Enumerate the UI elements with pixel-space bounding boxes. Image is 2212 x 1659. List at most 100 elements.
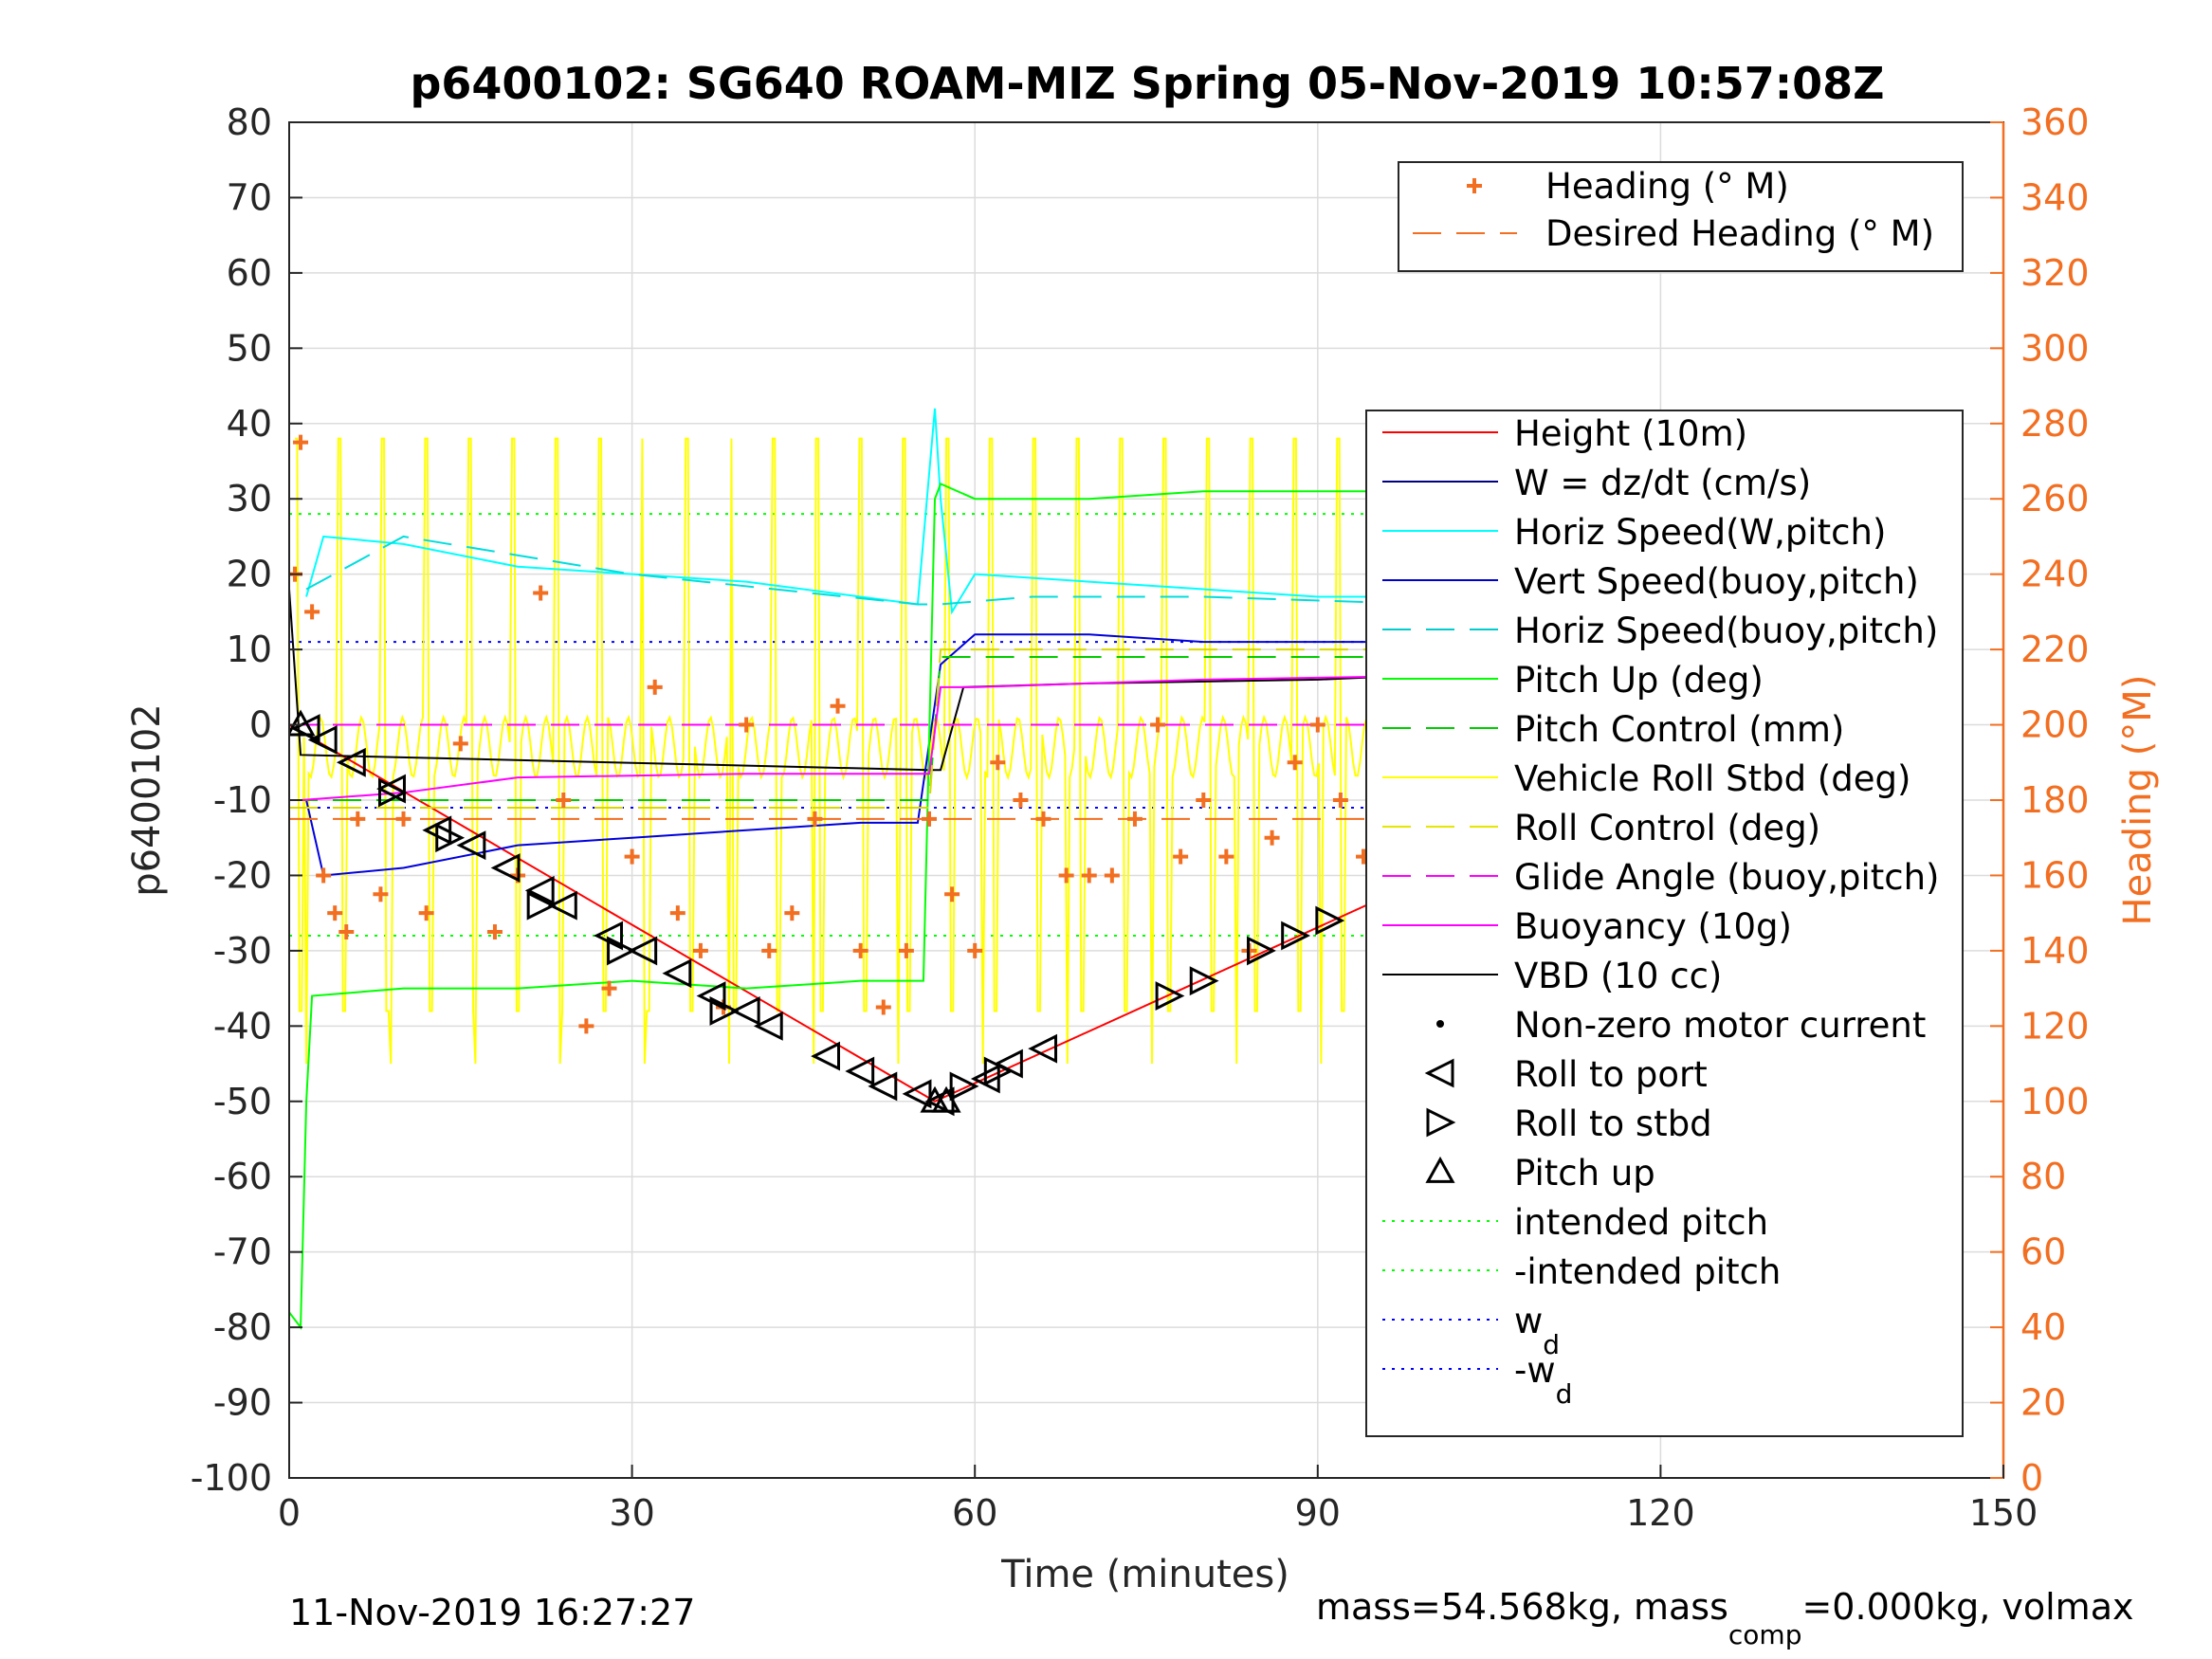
marker-roll-to-stbd [435, 823, 466, 853]
legend-entry-label: Pitch Up (deg) [1514, 660, 1764, 701]
left-y-tick-label: -40 [213, 1005, 272, 1047]
right-y-tick-label: 340 [2020, 176, 2090, 218]
right-y-axis-label: Heading (°M) [2116, 675, 2160, 926]
left-y-tick-label: 30 [227, 478, 272, 520]
legend-entry-label: Horiz Speed(W,pitch) [1514, 512, 1886, 553]
heading-point [578, 1018, 594, 1034]
legend-heading-label: Desired Heading (° M) [1545, 213, 1934, 254]
legend-entry-label: Pitch up [1514, 1153, 1655, 1194]
heading-point [1332, 793, 1348, 808]
marker-roll-to-port [845, 1056, 875, 1086]
heading-point [624, 848, 640, 865]
marker-roll-to-port [524, 875, 555, 905]
heading-point [1126, 811, 1143, 827]
heading-point [784, 905, 800, 921]
right-y-tick-label: 240 [2020, 554, 2090, 595]
marker-roll-to-stbd [983, 1056, 1014, 1086]
left-y-tick-label: -50 [213, 1081, 272, 1122]
left-y-tick-label: -80 [213, 1306, 272, 1348]
left-y-tick-label: 50 [227, 327, 272, 369]
legend-entry-label: Roll Control (deg) [1514, 808, 1820, 848]
marker-roll-to-port [811, 1041, 841, 1071]
heading-point [452, 736, 468, 752]
marker-roll-to-port [628, 936, 658, 966]
series-horiz-speed-buoy-pitch [305, 535, 1741, 606]
heading-point [1309, 717, 1325, 733]
heading-point [990, 755, 1006, 771]
marker-pitch-up [931, 1085, 961, 1113]
heading-point [1013, 793, 1029, 808]
heading-point [327, 905, 343, 921]
heading-point [875, 999, 891, 1015]
right-y-tick-label: 40 [2020, 1306, 2066, 1348]
heading-point [647, 679, 663, 695]
footer-timestamp: 11-Nov-2019 16:27:27 [289, 1592, 695, 1633]
heading-point [316, 867, 332, 884]
legend-entry-label: Roll to port [1514, 1054, 1708, 1095]
marker-roll-to-port [376, 774, 406, 804]
right-y-tick-label: 0 [2020, 1457, 2043, 1499]
left-y-tick-label: 80 [227, 101, 272, 143]
left-y-axis-label: p6400102 [125, 703, 169, 897]
legend-entry-label: Height (10m) [1514, 413, 1747, 454]
heading-point [1150, 717, 1166, 733]
legend-entry-label: intended pitch [1514, 1202, 1768, 1243]
marker-roll-to-port [307, 725, 338, 755]
marker-roll-to-stbd [1247, 936, 1276, 966]
marker-roll-to-port [490, 853, 521, 883]
heading-point [852, 942, 868, 958]
marker-roll-to-stbd [377, 777, 408, 808]
marker-roll-to-port [456, 830, 486, 861]
heading-point [350, 811, 366, 827]
heading-point [1035, 811, 1051, 827]
left-y-tick-label: -30 [213, 930, 272, 972]
heading-point [373, 886, 389, 902]
left-y-tick-label: 70 [227, 176, 272, 218]
x-tick-label: 120 [1626, 1492, 1695, 1534]
right-y-tick-label: 80 [2020, 1156, 2066, 1197]
marker-roll-to-port [753, 1011, 783, 1041]
heading-point [692, 942, 708, 958]
series-pitch-control-mm [289, 656, 1752, 801]
heading-point [1196, 793, 1212, 808]
marker-roll-to-stbd [1281, 921, 1311, 951]
marker-pitch-up [289, 709, 316, 737]
heading-point [898, 942, 914, 958]
marker-roll-to-stbd [1189, 966, 1219, 996]
legend-main: Height (10m) W = dz/dt (cm/s) Horiz Speed(… [1365, 410, 1964, 1437]
heading-point [395, 811, 411, 827]
heading-point [739, 717, 755, 733]
legend-entry-label: Non-zero motor current [1514, 1005, 1926, 1046]
right-y-tick-label: 260 [2020, 478, 2090, 520]
left-y-tick-label: -100 [191, 1457, 272, 1499]
heading-point [533, 585, 549, 601]
heading-point [601, 980, 617, 996]
right-y-tick-label: 20 [2020, 1382, 2066, 1424]
legend-entry-label: VBD (10 cc) [1514, 956, 1722, 996]
heading-point [921, 811, 937, 827]
heading-point [807, 811, 823, 827]
left-y-tick-label: 60 [227, 252, 272, 294]
left-y-tick-label: -10 [213, 779, 272, 821]
heading-point [418, 905, 434, 921]
left-y-tick-label: 40 [227, 403, 272, 445]
left-y-tick-label: 0 [249, 704, 272, 746]
right-y-tick-label: 140 [2020, 930, 2090, 972]
heading-point [1218, 848, 1234, 865]
marker-roll-to-port [730, 996, 760, 1026]
legend-heading-label: Heading (° M) [1545, 166, 1789, 207]
legend-entry-label: W = dz/dt (cm/s) [1514, 463, 1811, 503]
heading-point [338, 924, 355, 940]
right-y-tick-label: 200 [2020, 704, 2090, 746]
legend-heading: Heading (° M) Desired Heading (° M) [1398, 161, 1964, 272]
x-axis-label: Time (minutes) [1000, 1553, 1289, 1596]
right-y-tick-label: 160 [2020, 854, 2090, 896]
heading-point [761, 942, 777, 958]
right-y-tick-label: 280 [2020, 403, 2090, 445]
legend-entry-label: Vert Speed(buoy,pitch) [1514, 561, 1919, 602]
marker-roll-to-port [547, 890, 577, 921]
left-y-ticks: 80 70 60 50 40 30 20 10 0 -10 -20 -30 -40 -50 -60 -70 -8… [191, 101, 302, 1499]
legend-entry-label: Horiz Speed(buoy,pitch) [1514, 611, 1938, 651]
marker-roll-to-port [1028, 1033, 1058, 1064]
x-ticks: 0 30 60 90 120 150 [278, 1465, 2038, 1534]
